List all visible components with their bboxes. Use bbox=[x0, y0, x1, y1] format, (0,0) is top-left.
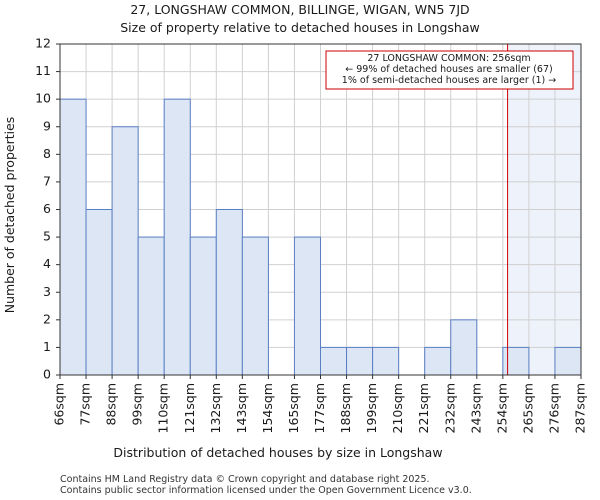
bar bbox=[424, 346, 452, 376]
bar bbox=[137, 236, 165, 376]
y-tick-label: 9 bbox=[43, 118, 51, 133]
annotation-line-2: ← 99% of detached houses are smaller (67… bbox=[345, 64, 552, 75]
chart-subtitle-text: Size of property relative to detached ho… bbox=[120, 20, 479, 35]
y-axis-label: Number of detached properties bbox=[2, 117, 17, 314]
bar bbox=[293, 236, 322, 376]
x-tick-label: 66sqm bbox=[52, 383, 67, 426]
y-tick-label: 7 bbox=[43, 173, 51, 188]
bar bbox=[372, 346, 400, 376]
x-tick-label: 143sqm bbox=[234, 383, 249, 433]
annotation-line-3: 1% of semi-detached houses are larger (1… bbox=[342, 75, 556, 86]
bar bbox=[502, 346, 530, 376]
x-tick-label: 221sqm bbox=[416, 383, 431, 433]
bar bbox=[189, 236, 217, 376]
x-tick-label: 154sqm bbox=[260, 383, 275, 433]
x-tick-label: 265sqm bbox=[520, 383, 535, 433]
y-tick-label: 0 bbox=[43, 367, 51, 382]
y-tick-label: 10 bbox=[35, 91, 51, 106]
chart-title-text: 27, LONGSHAW COMMON, BILLINGE, WIGAN, WN… bbox=[130, 2, 469, 17]
x-axis-ticks: 66sqm 77sqm 88sqm 99sqm 110sqm 121sqm 132sqm 14… bbox=[52, 375, 588, 433]
x-tick-label: 165sqm bbox=[286, 383, 301, 433]
x-tick-label: 77sqm bbox=[78, 383, 93, 426]
y-tick-label: 12 bbox=[35, 36, 51, 51]
bar bbox=[85, 209, 113, 376]
y-tick-label: 6 bbox=[43, 201, 51, 216]
annotation-frame bbox=[325, 50, 574, 90]
x-tick-label: 88sqm bbox=[104, 383, 119, 426]
x-tick-label: 276sqm bbox=[546, 383, 561, 433]
x-axis-label: Distribution of detached houses by size … bbox=[113, 445, 442, 460]
footer-line-1: Contains HM Land Registry data © Crown c… bbox=[60, 474, 430, 485]
bar bbox=[111, 126, 139, 376]
y-tick-label: 11 bbox=[35, 63, 51, 78]
x-tick-label: 232sqm bbox=[442, 383, 457, 433]
x-tick-label: 210sqm bbox=[390, 383, 405, 433]
bar bbox=[450, 319, 478, 376]
bar bbox=[215, 209, 243, 376]
annotation-box: 27 LONGSHAW COMMON: 256sqm ← 99% of deta… bbox=[325, 50, 574, 90]
x-tick-label: 110sqm bbox=[156, 383, 171, 433]
y-tick-label: 4 bbox=[43, 256, 51, 271]
x-tick-label: 243sqm bbox=[468, 383, 483, 433]
bar bbox=[59, 98, 87, 376]
x-tick-label: 254sqm bbox=[494, 383, 509, 433]
bar bbox=[346, 346, 374, 376]
y-tick-label: 5 bbox=[43, 229, 51, 244]
x-tick-label: 188sqm bbox=[338, 383, 353, 433]
y-tick-label: 1 bbox=[43, 339, 51, 354]
y-tick-label: 3 bbox=[43, 284, 51, 299]
x-tick-label: 177sqm bbox=[312, 383, 327, 433]
y-tick-label: 2 bbox=[43, 311, 51, 326]
x-tick-label: 99sqm bbox=[130, 383, 145, 426]
x-tick-label: 121sqm bbox=[182, 383, 197, 433]
footer-line-2: Contains public sector information licen… bbox=[60, 485, 472, 496]
bar bbox=[163, 98, 191, 376]
bar bbox=[320, 346, 348, 376]
bars bbox=[59, 98, 582, 376]
x-tick-label: 287sqm bbox=[573, 383, 588, 433]
bar bbox=[554, 346, 582, 376]
chart-title: 27, LONGSHAW COMMON, BILLINGE, WIGAN, WN… bbox=[120, 2, 479, 35]
annotation-line-1: 27 LONGSHAW COMMON: 256sqm bbox=[367, 53, 530, 64]
x-tick-label: 132sqm bbox=[208, 383, 223, 433]
y-tick-label: 8 bbox=[43, 146, 51, 161]
x-tick-label: 199sqm bbox=[364, 383, 379, 433]
bar bbox=[241, 236, 269, 376]
